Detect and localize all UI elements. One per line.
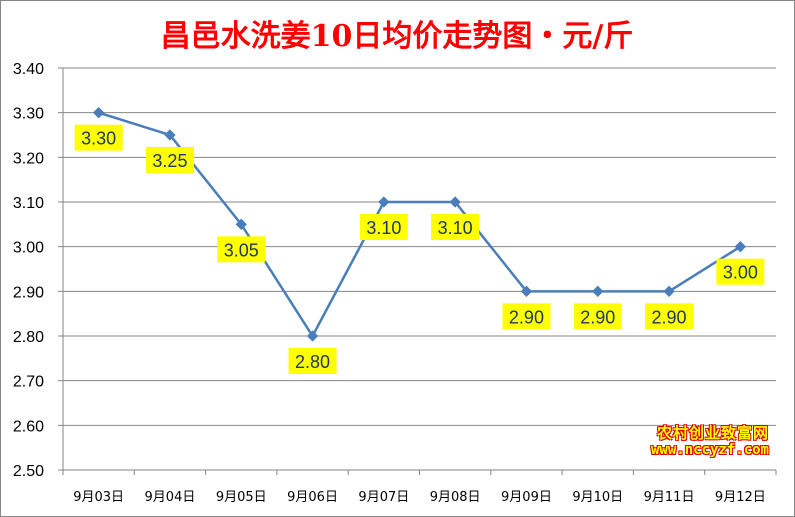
x-tick-label: 9月11日 — [644, 490, 695, 505]
data-point — [520, 285, 533, 297]
data-label-bg — [74, 124, 123, 151]
data-label: 2.80 — [295, 352, 330, 372]
y-tick-label: 2.70 — [13, 374, 44, 391]
data-point — [306, 330, 319, 342]
x-tick-label: 9月08日 — [430, 490, 481, 505]
data-point — [378, 196, 390, 208]
y-tick-label: 3.30 — [13, 106, 44, 123]
data-label: 2.90 — [580, 307, 615, 327]
y-tick-label: 2.60 — [13, 418, 44, 435]
data-label: 2.90 — [652, 307, 687, 327]
y-tick-label: 3.10 — [13, 195, 44, 212]
data-label-bg — [359, 214, 408, 240]
data-label: 3.05 — [224, 240, 259, 260]
x-tick-label: 9月12日 — [715, 490, 766, 505]
x-tick-label: 9月05日 — [216, 490, 267, 505]
data-label: 3.25 — [152, 151, 187, 171]
x-tick-label: 9月03日 — [73, 490, 124, 505]
x-tick-label: 9月06日 — [287, 490, 338, 505]
data-label-bg — [288, 348, 337, 374]
data-label-bg — [502, 303, 551, 330]
data-label-bg — [573, 303, 622, 330]
data-label-bg — [431, 214, 480, 240]
data-point — [663, 285, 675, 297]
watermark-line2: www.nccyzf.com — [650, 442, 769, 458]
watermark: 农村创业致富网 www.nccyzf.com — [651, 425, 769, 459]
y-tick-label: 2.90 — [13, 284, 44, 301]
y-tick-label: 3.00 — [13, 240, 44, 257]
data-label: 3.30 — [81, 129, 116, 149]
watermark-line1: 农村创业致富网 — [656, 424, 769, 442]
y-tick-label: 3.20 — [13, 150, 44, 167]
x-tick-label: 9月04日 — [145, 490, 196, 505]
data-label-bg — [217, 236, 266, 263]
x-tick-label: 9月09日 — [501, 490, 552, 505]
y-tick-label: 2.80 — [13, 329, 44, 346]
data-label: 3.10 — [366, 218, 401, 238]
data-point — [734, 241, 747, 253]
data-label: 2.90 — [509, 307, 544, 327]
data-point — [235, 218, 247, 230]
data-label: 3.10 — [438, 218, 473, 238]
data-point — [592, 285, 604, 297]
data-label-bg — [645, 303, 694, 330]
series-line — [98, 111, 742, 339]
chart-title: 昌邑水洗姜10日均价走势图・元/斤 — [161, 19, 634, 54]
y-tick-label: 3.40 — [13, 61, 44, 78]
data-label-bg — [716, 258, 765, 285]
data-point — [164, 129, 176, 141]
data-label-bg — [145, 147, 194, 173]
data-point — [449, 196, 461, 208]
x-tick-label: 9月07日 — [358, 490, 409, 505]
x-tick-label: 9月10日 — [572, 490, 623, 505]
data-label: 3.00 — [723, 263, 758, 283]
y-tick-label: 2.50 — [13, 463, 44, 480]
